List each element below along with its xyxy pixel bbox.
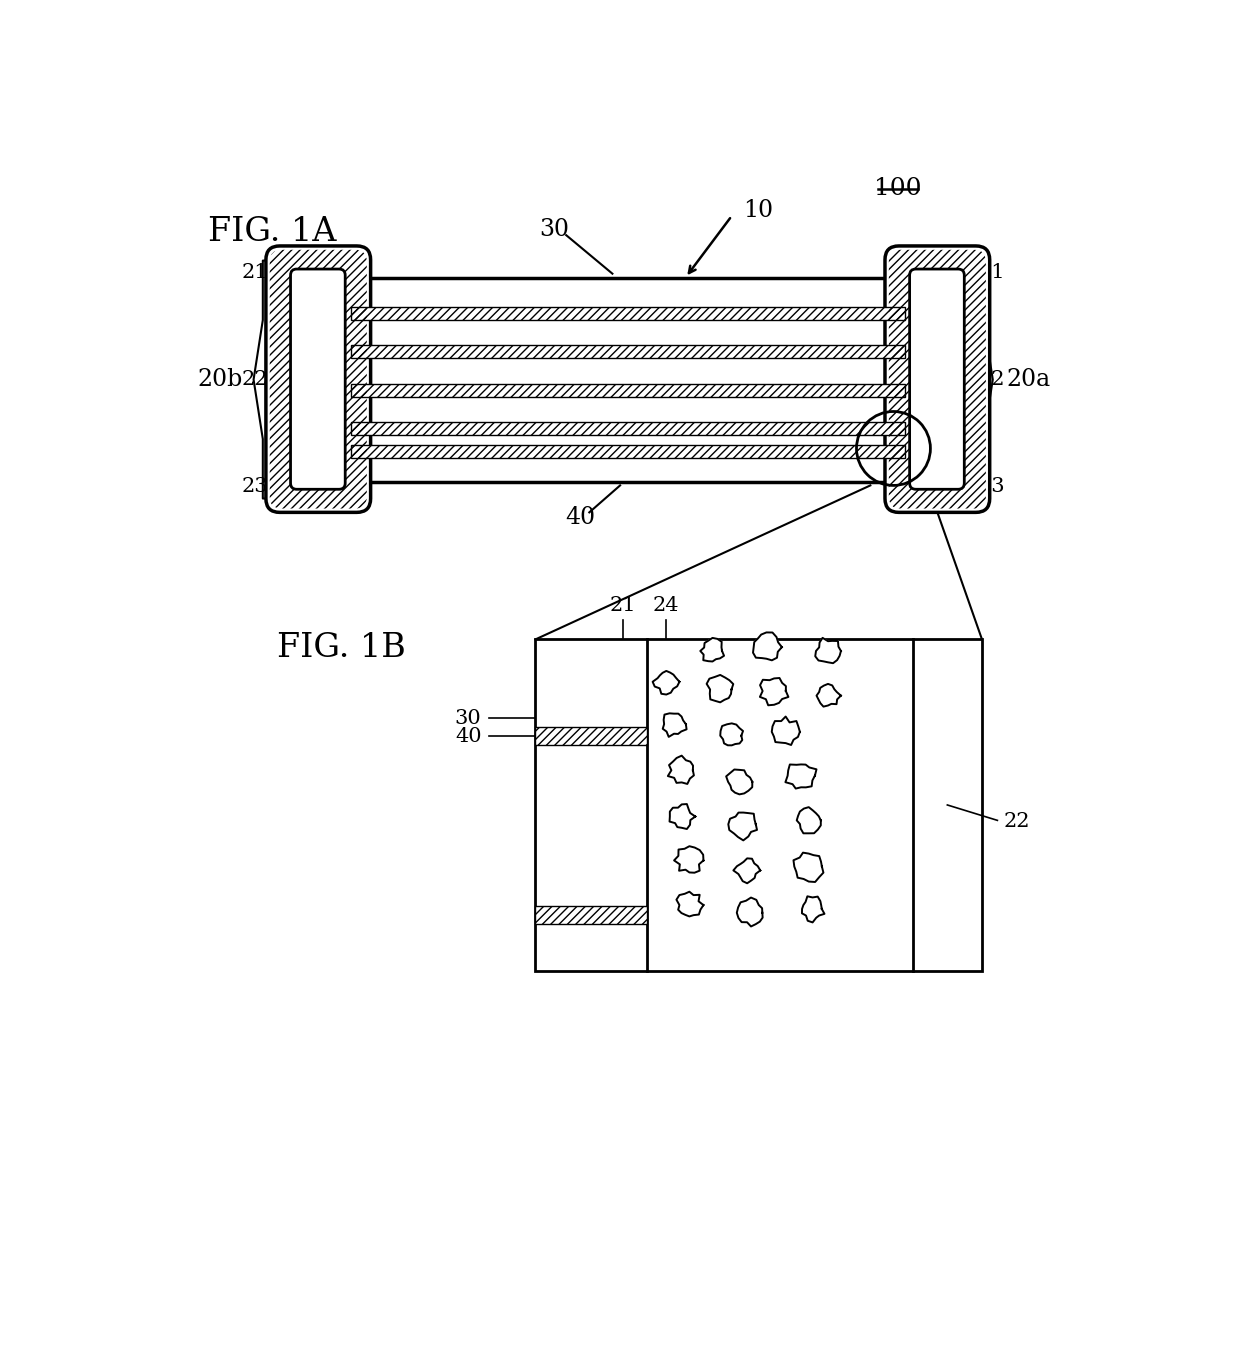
Text: 22: 22 <box>1003 812 1030 831</box>
Bar <box>536 639 982 970</box>
Text: 21: 21 <box>242 263 268 282</box>
Bar <box>327 278 928 481</box>
Text: 30: 30 <box>539 218 569 240</box>
Text: 23: 23 <box>242 477 268 496</box>
Polygon shape <box>728 812 756 841</box>
Bar <box>351 446 905 458</box>
Polygon shape <box>771 717 800 746</box>
Polygon shape <box>737 898 763 927</box>
Text: 20b: 20b <box>197 368 243 391</box>
Polygon shape <box>753 632 782 660</box>
Text: FIG. 1B: FIG. 1B <box>278 631 407 664</box>
Text: 100: 100 <box>873 177 921 200</box>
Polygon shape <box>677 891 703 916</box>
Polygon shape <box>668 755 694 784</box>
FancyBboxPatch shape <box>290 269 345 489</box>
Polygon shape <box>701 638 724 661</box>
Polygon shape <box>802 897 825 923</box>
Polygon shape <box>652 671 680 695</box>
Text: 23: 23 <box>978 477 1004 496</box>
Text: 21: 21 <box>610 596 636 615</box>
Bar <box>351 307 905 320</box>
Text: 40: 40 <box>455 726 481 746</box>
Bar <box>351 423 905 435</box>
Text: 40: 40 <box>565 506 595 529</box>
FancyBboxPatch shape <box>265 245 371 512</box>
Polygon shape <box>816 684 841 706</box>
Bar <box>351 345 905 358</box>
Polygon shape <box>785 765 816 789</box>
Polygon shape <box>707 675 733 702</box>
Polygon shape <box>675 846 703 872</box>
Text: FIG. 1A: FIG. 1A <box>208 215 336 248</box>
FancyBboxPatch shape <box>885 245 990 512</box>
Polygon shape <box>733 859 760 883</box>
Polygon shape <box>670 804 696 829</box>
Text: 20a: 20a <box>1007 368 1050 391</box>
Polygon shape <box>794 853 823 882</box>
Polygon shape <box>815 638 841 664</box>
Bar <box>536 905 647 924</box>
Text: 21: 21 <box>978 263 1004 282</box>
Bar <box>536 726 647 746</box>
Bar <box>351 384 905 397</box>
Text: 22: 22 <box>978 369 1004 388</box>
Text: 30: 30 <box>455 709 481 728</box>
FancyBboxPatch shape <box>910 269 965 489</box>
Text: 10: 10 <box>743 199 774 222</box>
Text: 22: 22 <box>242 369 268 388</box>
Polygon shape <box>797 807 821 833</box>
Polygon shape <box>720 724 743 746</box>
Polygon shape <box>727 770 753 795</box>
Text: 24: 24 <box>653 596 680 615</box>
Polygon shape <box>760 677 789 705</box>
Polygon shape <box>662 713 687 737</box>
